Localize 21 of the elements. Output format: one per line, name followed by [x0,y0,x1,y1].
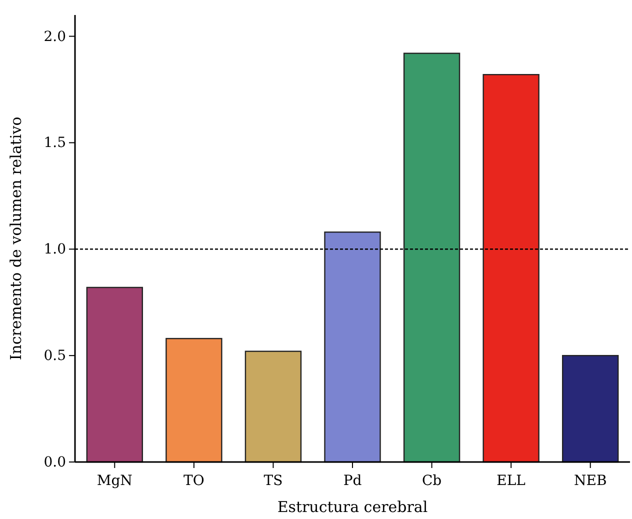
x-tick-label: Cb [422,473,442,489]
bar [482,74,540,463]
x-tick-label: TS [264,473,283,489]
y-tick-label: 1.0 [44,242,66,258]
y-tick-label: 1.5 [44,135,66,152]
y-axis-title: Incremento de volumen relativo [7,116,25,360]
bar [403,52,460,463]
bar [86,286,143,463]
y-tick-label: 0.5 [44,348,66,364]
bar [244,350,302,463]
bar [166,338,222,463]
bar [324,232,381,463]
y-tick-label: 2.0 [44,28,66,45]
x-tick-label: MgN [96,473,132,489]
x-tick-label: NEB [574,473,607,489]
x-axis-title: Estructura cerebral [277,498,428,516]
bar [562,354,619,463]
y-tick-label: 0.0 [44,454,66,470]
x-tick-label: Pd [343,473,362,489]
x-tick-label: TO [184,473,204,489]
x-tick-label: ELL [496,473,526,489]
